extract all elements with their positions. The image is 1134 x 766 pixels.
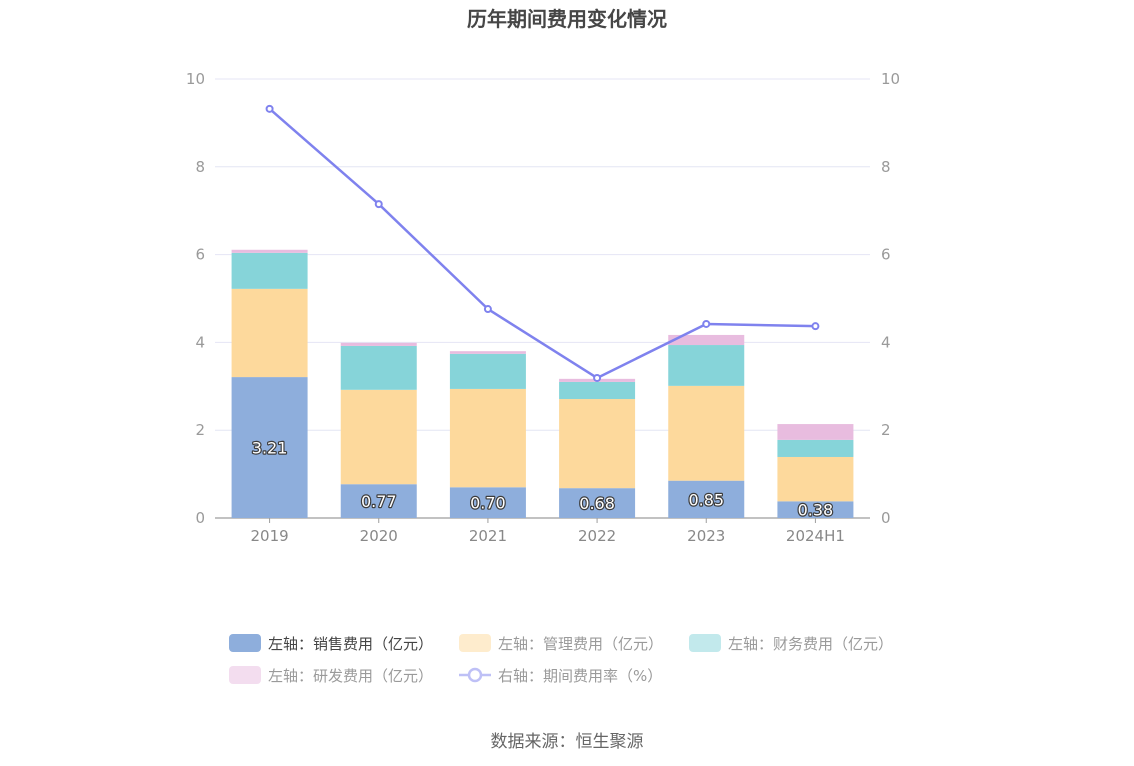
legend-item-expense-rate[interactable]: 右轴：期间费用率（%） xyxy=(459,667,662,685)
bar-rnd-2021[interactable] xyxy=(449,351,526,354)
right-axis-tick-0: 0 xyxy=(881,509,891,527)
line-point-expense-rate-2020[interactable] xyxy=(374,200,383,209)
bar-sales-2021[interactable] xyxy=(449,487,526,518)
grid-layer: 0 2 4 6 8 10 0 2 4 6 8 10 2019 2020 2021 2022 2023 2024H1 xyxy=(186,70,900,545)
data-label-sales-2023: 0.85 xyxy=(688,490,724,509)
bar-finance-2019[interactable] xyxy=(231,252,308,289)
data-label-sales-2021: 0.70 xyxy=(470,494,506,513)
legend-item-sales[interactable]: 左轴：销售费用（亿元） xyxy=(229,634,433,653)
left-axis-tick-4: 4 xyxy=(195,333,205,351)
data-label-sales-2022: 0.68 xyxy=(579,494,615,513)
legend-swatch-rnd xyxy=(229,666,261,684)
bar-rnd-2020[interactable] xyxy=(340,342,417,346)
source-note: 数据来源：恒生聚源 xyxy=(491,732,644,752)
legend-swatch-sales xyxy=(229,634,261,652)
left-axis-tick-0: 0 xyxy=(195,509,205,527)
right-axis-tick-6: 6 xyxy=(881,246,891,264)
legend: 左轴：销售费用（亿元） 左轴：管理费用（亿元） 左轴：财务费用（亿元） 左轴：研… xyxy=(229,634,893,685)
chart-title: 历年期间费用变化情况 xyxy=(467,7,667,31)
bar-admin-2023[interactable] xyxy=(668,385,745,481)
right-axis-tick-2: 2 xyxy=(881,421,891,439)
bar-rnd-2019[interactable] xyxy=(231,249,308,253)
left-axis-tick-6: 6 xyxy=(195,246,205,264)
bar-sales-2022[interactable] xyxy=(559,488,636,518)
legend-label-admin: 左轴：管理费用（亿元） xyxy=(498,635,663,653)
bar-finance-2023[interactable] xyxy=(668,345,745,386)
line-expense-rate xyxy=(268,107,816,380)
x-axis-label-2023: 2023 xyxy=(687,527,725,545)
data-label-sales-2020: 0.77 xyxy=(361,492,397,511)
line-layer xyxy=(265,104,820,382)
left-axis-tick-10: 10 xyxy=(186,70,205,88)
left-axis-tick-8: 8 xyxy=(195,158,205,176)
x-axis-label-2021: 2021 xyxy=(469,527,507,545)
legend-label-rnd: 左轴：研发费用（亿元） xyxy=(268,667,433,685)
bar-finance-2022[interactable] xyxy=(559,381,636,400)
x-axis-label-2022: 2022 xyxy=(578,527,616,545)
legend-swatch-expense-rate xyxy=(459,667,491,683)
data-label-sales-2024H1: 0.38 xyxy=(798,501,834,520)
line-point-expense-rate-2024H1[interactable] xyxy=(811,322,820,331)
line-point-expense-rate-2023[interactable] xyxy=(702,319,711,328)
legend-item-admin[interactable]: 左轴：管理费用（亿元） xyxy=(459,634,663,653)
x-axis-label-2020: 2020 xyxy=(360,527,398,545)
bar-admin-2021[interactable] xyxy=(449,388,526,488)
right-axis-tick-8: 8 xyxy=(881,158,891,176)
label-layer: 3.21 0.77 0.70 0.68 0.85 0.38 xyxy=(251,437,835,521)
legend-label-expense-rate: 右轴：期间费用率（%） xyxy=(498,667,662,685)
bar-finance-2021[interactable] xyxy=(449,353,526,389)
bar-sales-2023[interactable] xyxy=(668,480,745,518)
data-label-sales-2019: 3.21 xyxy=(252,439,288,458)
legend-item-rnd[interactable]: 左轴：研发费用（亿元） xyxy=(229,666,433,685)
legend-label-sales: 左轴：销售费用（亿元） xyxy=(268,635,433,653)
bar-sales-2024H1[interactable] xyxy=(777,501,854,518)
x-axis-label-2024H1: 2024H1 xyxy=(786,527,845,545)
line-point-expense-rate-2021[interactable] xyxy=(483,305,492,314)
bar-finance-2024H1[interactable] xyxy=(777,439,854,457)
bar-rnd-2023[interactable] xyxy=(668,334,745,346)
left-axis-tick-2: 2 xyxy=(195,421,205,439)
bar-rnd-2024H1[interactable] xyxy=(777,424,854,440)
bar-layer xyxy=(231,249,854,518)
right-axis-tick-4: 4 xyxy=(881,333,891,351)
legend-item-finance[interactable]: 左轴：财务费用（亿元） xyxy=(689,634,893,653)
legend-label-finance: 左轴：财务费用（亿元） xyxy=(728,635,893,653)
bar-sales-2019[interactable] xyxy=(231,377,308,518)
bar-finance-2020[interactable] xyxy=(340,345,417,390)
x-axis-label-2019: 2019 xyxy=(250,527,288,545)
bar-sales-2020[interactable] xyxy=(340,484,417,518)
right-axis-tick-10: 10 xyxy=(881,70,900,88)
bar-admin-2022[interactable] xyxy=(559,399,636,489)
line-point-expense-rate-2022[interactable] xyxy=(593,373,602,382)
bar-admin-2019[interactable] xyxy=(231,288,308,378)
legend-swatch-finance xyxy=(689,634,721,652)
bar-admin-2024H1[interactable] xyxy=(777,456,854,502)
bar-admin-2020[interactable] xyxy=(340,389,417,485)
legend-swatch-admin xyxy=(459,634,491,652)
line-point-expense-rate-2019[interactable] xyxy=(265,104,274,113)
